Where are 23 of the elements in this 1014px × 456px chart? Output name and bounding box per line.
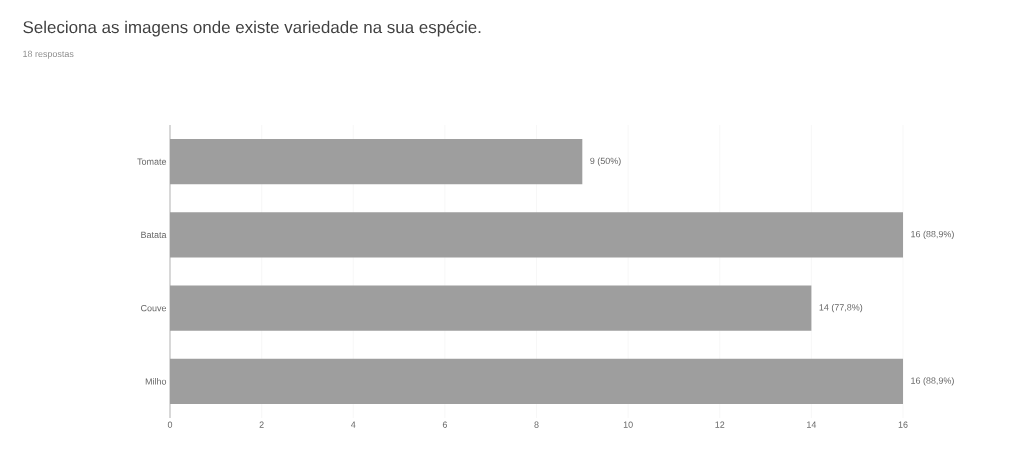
- x-tick-label: 8: [534, 421, 539, 428]
- bar: [170, 212, 904, 258]
- y-tick-label: Milho: [145, 378, 167, 385]
- text: 18 respostas: [23, 50, 74, 59]
- x-tick-label: 14: [807, 421, 817, 428]
- data-label: 14 (77,8%): [819, 303, 863, 313]
- bar: [170, 358, 904, 405]
- data-label: 9 (50%): [590, 157, 621, 166]
- bar: [170, 285, 812, 331]
- y-tick-label: Batata: [141, 231, 167, 239]
- data-label: 16 (88,9%): [911, 230, 954, 240]
- x-tick-label: 4: [350, 421, 356, 428]
- bar: [170, 138, 583, 185]
- y-tick-label: Tomate: [137, 158, 167, 165]
- x-tick-label: 6: [442, 421, 447, 428]
- x-tick-label: 16: [898, 421, 908, 428]
- y-tick-label: Couve: [141, 304, 167, 312]
- chart-title: Seleciona as imagens onde existe variedade na sua espécie.: [23, 20, 481, 37]
- x-tick-label: 12: [715, 421, 725, 428]
- x-tick-label: 0: [167, 421, 173, 428]
- data-label: 16 (88,9%): [911, 377, 954, 386]
- x-tick-label: 2: [259, 421, 264, 428]
- x-tick-label: 10: [623, 421, 633, 428]
